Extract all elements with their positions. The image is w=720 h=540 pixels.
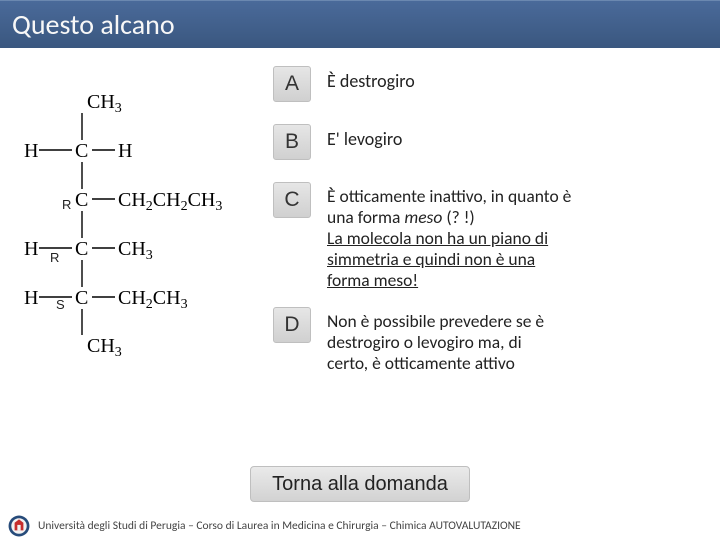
- page-title: Questo alcano: [12, 7, 175, 42]
- opt-c-line4: simmetria e quindi non è una: [327, 248, 535, 270]
- options-panel: A È destrogiro B E' levogiro C È otticam…: [251, 66, 708, 458]
- svg-text:H: H: [24, 287, 38, 309]
- svg-text:H: H: [118, 140, 132, 162]
- footer-text: Università degli Studi di Perugia – Cors…: [38, 519, 521, 533]
- svg-text:C: C: [75, 287, 88, 309]
- molecule-structure: CH3 H C H C CH2CH2CH3 C CH3 H C CH2CH3 H CH3 R R S: [12, 84, 251, 364]
- svg-text:CH3: CH3: [87, 91, 122, 116]
- option-c-row: C È otticamente inattivo, in quanto è un…: [273, 182, 702, 291]
- option-b-row: B E' levogiro: [273, 124, 702, 160]
- svg-text:C: C: [75, 189, 88, 211]
- svg-text:CH2CH2CH3: CH2CH2CH3: [118, 189, 222, 214]
- main-content: CH3 H C H C CH2CH2CH3 C CH3 H C CH2CH3 H CH3 R R S A…: [0, 48, 720, 458]
- option-b-button[interactable]: B: [273, 124, 311, 160]
- page-header: Questo alcano: [0, 0, 720, 48]
- stereo-label-r2: R: [50, 250, 59, 265]
- svg-text:CH3: CH3: [118, 238, 153, 263]
- svg-text:H: H: [24, 238, 38, 260]
- svg-text:CH2CH3: CH2CH3: [118, 287, 188, 312]
- opt-c-qmark: (? !): [442, 206, 474, 228]
- option-a-button[interactable]: A: [273, 66, 311, 102]
- stereo-label-r1: R: [62, 197, 71, 212]
- option-d-row: D Non è possibile prevedere se è destrog…: [273, 307, 702, 374]
- svg-text:CH3: CH3: [87, 335, 122, 360]
- molecule-panel: CH3 H C H C CH2CH2CH3 C CH3 H C CH2CH3 H CH3 R R S: [6, 66, 251, 458]
- molecule-svg: CH3 H C H C CH2CH2CH3 C CH3 H C CH2CH3 H CH3: [12, 84, 244, 364]
- svg-text:C: C: [75, 140, 88, 162]
- option-a-row: A È destrogiro: [273, 66, 702, 102]
- opt-c-line2a: una forma: [327, 206, 404, 228]
- opt-c-meso: meso: [404, 206, 442, 228]
- footer: Università degli Studi di Perugia – Cors…: [0, 512, 720, 540]
- opt-c-line3: La molecola non ha un piano di: [327, 227, 548, 249]
- option-a-text: È destrogiro: [327, 66, 415, 93]
- opt-c-line5: forma meso!: [327, 269, 418, 291]
- svg-text:H: H: [24, 140, 38, 162]
- opt-d-line2: destrogiro o levogiro ma, di: [327, 331, 522, 353]
- option-d-text: Non è possibile prevedere se è destrogir…: [327, 307, 544, 374]
- option-d-button[interactable]: D: [273, 307, 311, 343]
- svg-text:C: C: [75, 238, 88, 260]
- back-to-question-button[interactable]: Torna alla domanda: [250, 466, 470, 502]
- option-b-text: E' levogiro: [327, 124, 402, 151]
- university-logo-icon: [8, 515, 30, 537]
- stereo-label-s: S: [56, 297, 65, 312]
- opt-d-line3: certo, è otticamente attivo: [327, 352, 515, 374]
- option-c-button[interactable]: C: [273, 182, 311, 218]
- option-c-text: È otticamente inattivo, in quanto è una …: [327, 182, 571, 291]
- opt-d-line1: Non è possibile prevedere se è: [327, 310, 544, 332]
- opt-c-line1: È otticamente inattivo, in quanto è: [327, 185, 571, 207]
